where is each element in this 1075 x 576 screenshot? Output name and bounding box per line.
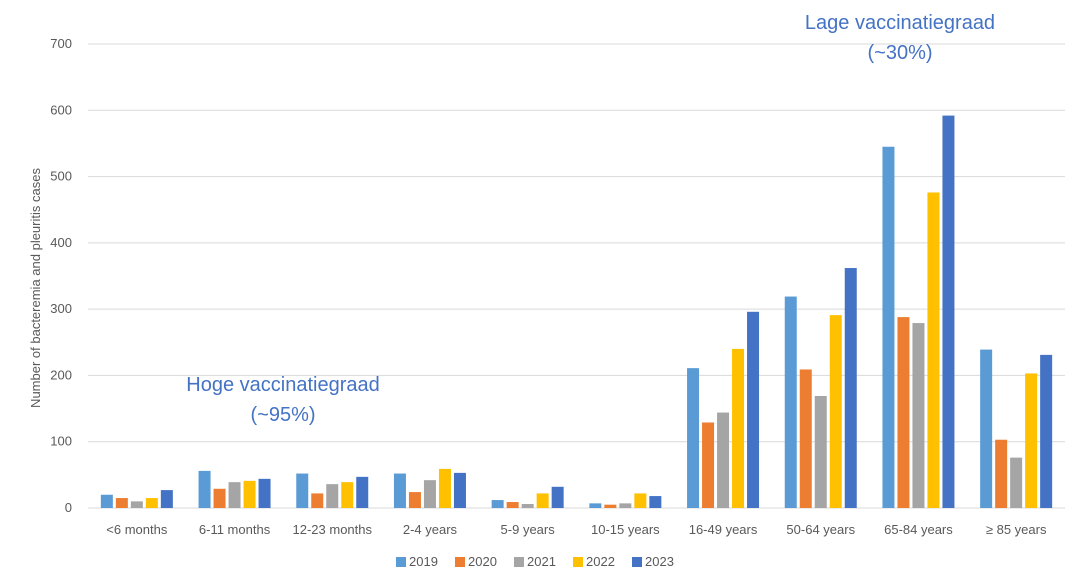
bar-2020 bbox=[995, 439, 1008, 508]
annotation-text: Lage vaccinatiegraad bbox=[805, 12, 995, 34]
bar-2022 bbox=[438, 468, 451, 508]
bar-2023 bbox=[1040, 354, 1053, 508]
legend-swatch bbox=[455, 557, 465, 567]
x-tick-label: 65-84 years bbox=[884, 522, 953, 537]
legend-label: 2020 bbox=[468, 554, 497, 569]
bar-2019 bbox=[491, 500, 504, 508]
annotations: Hoge vaccinatiegraad (~95%) Lage vaccinati… bbox=[186, 12, 995, 426]
bar-2020 bbox=[311, 493, 324, 508]
bar-2019 bbox=[589, 503, 602, 508]
bar-2021 bbox=[423, 480, 436, 508]
x-tick-label: 50-64 years bbox=[786, 522, 855, 537]
bar-2021 bbox=[326, 484, 339, 508]
y-tick-label: 700 bbox=[50, 36, 72, 51]
bar-2020 bbox=[408, 492, 421, 508]
bar-2022 bbox=[829, 315, 842, 508]
bar-2022 bbox=[927, 192, 940, 509]
bar-2023 bbox=[160, 490, 173, 508]
bar-2021 bbox=[1010, 457, 1023, 508]
bar-2022 bbox=[243, 480, 256, 508]
bar-2023 bbox=[844, 268, 857, 508]
x-tick-label: 6-11 months bbox=[199, 522, 271, 537]
x-tick-label: 12-23 months bbox=[293, 522, 373, 537]
bar-2020 bbox=[799, 369, 812, 508]
annotation-text: (~95%) bbox=[250, 404, 315, 426]
bar-2021 bbox=[619, 503, 632, 508]
bar-2020 bbox=[506, 502, 519, 508]
bars bbox=[100, 115, 1053, 509]
y-tick-label: 600 bbox=[50, 102, 72, 117]
bar-2022 bbox=[145, 498, 158, 508]
bar-2021 bbox=[717, 412, 730, 508]
legend-label: 2021 bbox=[527, 554, 556, 569]
y-tick-label: 100 bbox=[50, 434, 72, 449]
y-tick-label: 200 bbox=[50, 367, 72, 382]
bar-2023 bbox=[649, 496, 662, 508]
x-tick-label: 16-49 years bbox=[689, 522, 758, 537]
bar-2020 bbox=[897, 317, 910, 508]
bar-2022 bbox=[341, 482, 354, 508]
bar-2020 bbox=[702, 422, 715, 508]
bar-2022 bbox=[536, 493, 549, 508]
y-tick-label: 400 bbox=[50, 235, 72, 250]
bar-2021 bbox=[814, 395, 827, 508]
bar-2019 bbox=[393, 473, 406, 508]
bar-2020 bbox=[115, 498, 128, 508]
annotation-text: (~30%) bbox=[867, 42, 932, 64]
legend-label: 2019 bbox=[409, 554, 438, 569]
bar-2019 bbox=[980, 349, 993, 508]
y-axis-label: Number of bacteremia and pleuritis cases bbox=[28, 168, 43, 408]
gridlines bbox=[88, 43, 1065, 509]
bar-2019 bbox=[296, 473, 309, 508]
y-tick-label: 300 bbox=[50, 301, 72, 316]
bar-2023 bbox=[453, 472, 466, 508]
annotation-text: Hoge vaccinatiegraad bbox=[186, 374, 379, 396]
bar-2023 bbox=[356, 476, 369, 508]
bar-2023 bbox=[747, 311, 760, 508]
bar-2020 bbox=[604, 504, 617, 508]
bar-2023 bbox=[942, 115, 955, 509]
x-axis-ticks: <6 months 6-11 months 12-23 months 2-4 year… bbox=[106, 522, 1047, 537]
legend-swatch bbox=[396, 557, 406, 567]
x-tick-label: ≥ 85 years bbox=[986, 522, 1047, 537]
bar-2023 bbox=[258, 478, 271, 508]
bar-2019 bbox=[784, 296, 797, 508]
bar-2022 bbox=[732, 348, 745, 508]
bar-2021 bbox=[912, 323, 925, 508]
legend-swatch bbox=[514, 557, 524, 567]
bar-2021 bbox=[228, 482, 241, 508]
x-tick-label: 5-9 years bbox=[501, 522, 556, 537]
bar-2021 bbox=[130, 501, 143, 508]
bar-2019 bbox=[882, 146, 895, 508]
bar-2021 bbox=[521, 504, 534, 508]
legend-label: 2023 bbox=[645, 554, 674, 569]
x-tick-label: 10-15 years bbox=[591, 522, 660, 537]
bar-2019 bbox=[198, 470, 211, 508]
legend-swatch bbox=[632, 557, 642, 567]
bar-2022 bbox=[1025, 373, 1038, 508]
x-tick-label: <6 months bbox=[106, 522, 168, 537]
y-tick-label: 0 bbox=[65, 500, 72, 515]
legend: 2019 2020 2021 2022 2023 bbox=[396, 554, 674, 569]
bar-2023 bbox=[551, 486, 564, 508]
bar-2022 bbox=[634, 493, 647, 508]
y-axis-ticks: 0 100 200 300 400 500 600 700 bbox=[50, 36, 72, 515]
bar-2020 bbox=[213, 488, 226, 508]
bar-2019 bbox=[100, 494, 113, 508]
legend-label: 2022 bbox=[586, 554, 615, 569]
bar-2019 bbox=[687, 368, 700, 508]
x-tick-label: 2-4 years bbox=[403, 522, 458, 537]
y-tick-label: 500 bbox=[50, 169, 72, 184]
legend-swatch bbox=[573, 557, 583, 567]
